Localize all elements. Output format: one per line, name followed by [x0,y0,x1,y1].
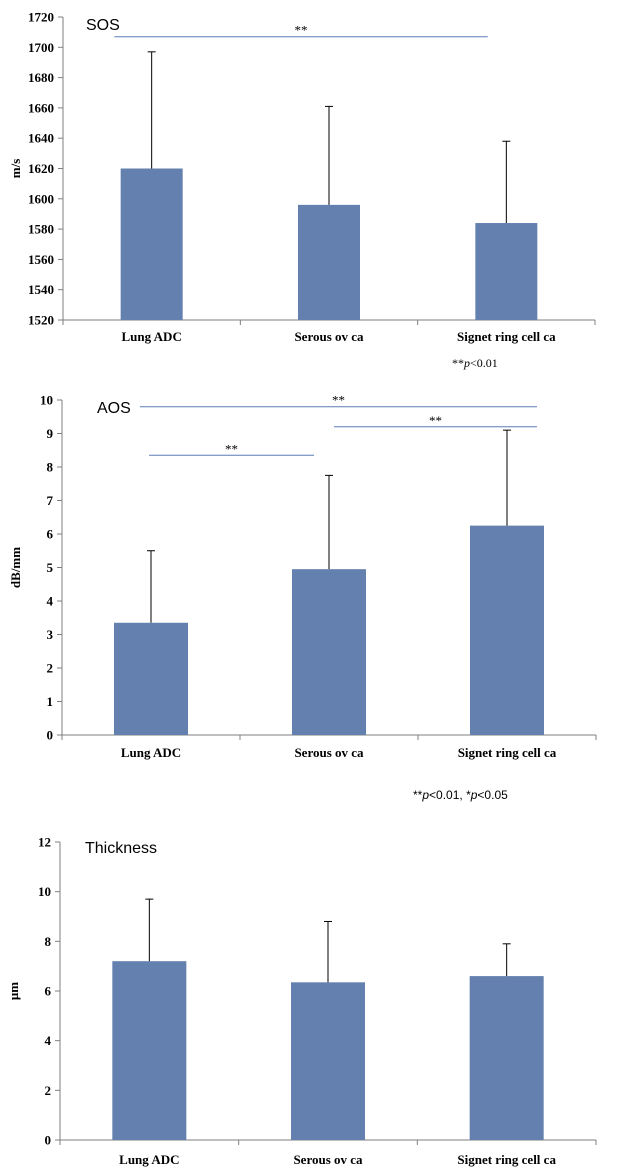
footnote-part: <0.05 [477,788,508,802]
y-tick-label: 12 [38,835,51,850]
chart-panel-2: 0 1 2 3 4 5 6 7 8 9 10 Lung ADC Serous ov ca Signet r… [8,393,597,802]
panel-title: Thickness [85,840,157,857]
y-tick-label: 2 [47,661,54,676]
y-tick-label: 9 [47,426,54,441]
category-label: Signet ring cell ca [458,745,557,760]
bar-1 [120,168,183,320]
significance-label: ** [225,441,238,456]
y-tick-label: 6 [47,527,54,542]
y-tick-label: 1620 [28,161,54,176]
category-label: Signet ring cell ca [457,329,556,344]
bar-1 [114,622,188,735]
chart-panel-3: 0 2 4 6 8 10 12 Lung ADC Serous ov ca Signet ring… [6,835,597,1167]
chart-panel-1: 1520 1540 1560 1580 1600 1620 1640 1660 1680 1700… [8,10,596,370]
y-tick-label: 2 [45,1083,52,1098]
y-tick-label: 3 [47,627,54,642]
category-label: Lung ADC [122,329,182,344]
y-tick-label: 1 [47,694,54,709]
bar-2 [291,982,365,1140]
y-tick-label: 0 [45,1133,52,1148]
footnote-part: p [470,788,478,802]
bar-3 [469,976,544,1140]
footnote-part: <0.01 [470,356,498,370]
y-tick-label: 10 [40,393,53,408]
y-tick-label: 7 [47,493,54,508]
footnote: **p<0.01, *p<0.05 [413,788,508,802]
y-tick-label: 8 [47,460,54,475]
y-tick-label: 5 [47,560,54,575]
footnote-part: p [421,788,429,802]
y-tick-label: 1560 [28,252,54,267]
y-tick-label: 10 [38,884,51,899]
y-tick-label: 1660 [28,100,54,115]
footnote-part: <0.01, * [429,788,471,802]
y-tick-label: 1680 [28,70,54,85]
significance-label: ** [295,23,308,38]
bar-2 [292,569,366,735]
y-tick-label: 6 [45,984,52,999]
y-axis-label: μm [6,982,21,1000]
y-axis-label: m/s [8,159,23,179]
footnote-part: p [463,356,470,370]
y-tick-label: 1600 [28,191,54,206]
y-tick-label: 1720 [28,10,54,25]
footnote-part: ** [452,356,464,370]
y-tick-label: 4 [45,1033,52,1048]
y-tick-label: 1520 [28,313,54,328]
y-tick-label: 4 [47,594,54,609]
panel-title: AOS [97,400,131,417]
y-axis-label: dB/mm [8,547,23,588]
category-label: Signet ring cell ca [457,1152,556,1167]
y-tick-label: 0 [47,728,54,743]
bar-1 [112,961,187,1140]
significance-label: ** [429,413,442,428]
bar-3 [475,223,538,320]
footnote: **p<0.01 [452,356,498,370]
category-label: Serous ov ca [293,1152,363,1167]
y-tick-label: 1540 [28,282,54,297]
y-tick-label: 1640 [28,131,54,146]
footnote-part: ** [413,788,423,802]
category-label: Lung ADC [119,1152,179,1167]
panel-title: SOS [86,17,120,34]
category-label: Lung ADC [121,745,181,760]
y-tick-label: 1700 [28,40,54,55]
category-label: Serous ov ca [294,329,364,344]
bar-2 [298,204,360,320]
category-label: Serous ov ca [294,745,364,760]
significance-label: ** [332,393,345,408]
y-tick-label: 1580 [28,222,54,237]
y-tick-label: 8 [45,934,52,949]
bar-3 [470,525,544,735]
